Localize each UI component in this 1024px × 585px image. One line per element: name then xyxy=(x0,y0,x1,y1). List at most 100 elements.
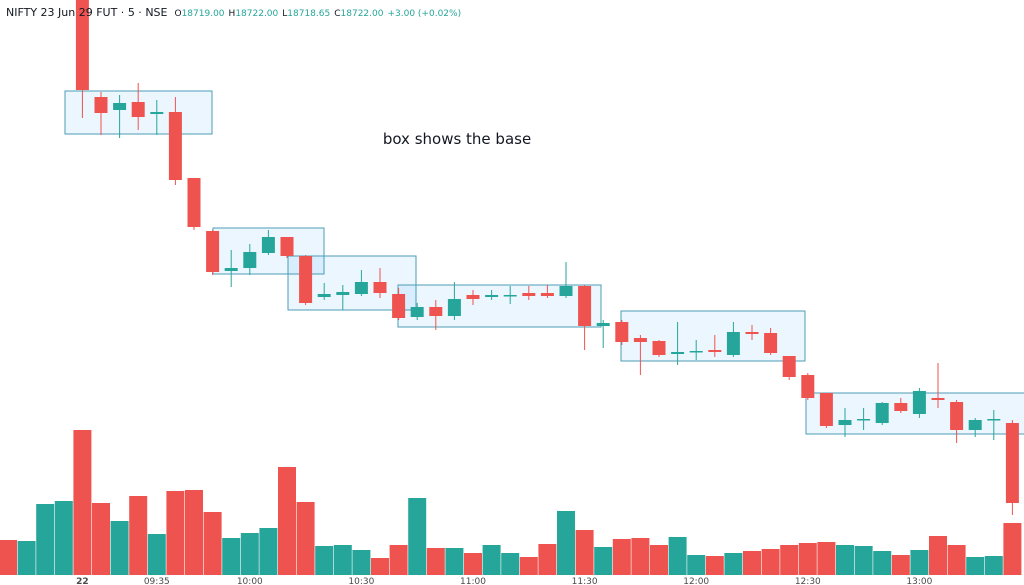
volume-bar xyxy=(73,430,92,575)
volume-bar xyxy=(129,496,148,575)
candle-body xyxy=(466,295,480,299)
exchange: NSE xyxy=(145,6,168,19)
ohlc-key: L xyxy=(282,9,288,19)
candle-body xyxy=(503,295,517,297)
volume-bar xyxy=(240,533,259,575)
candle-body xyxy=(243,252,257,268)
x-tick-label: 09:35 xyxy=(144,577,170,585)
x-tick-label: 22 xyxy=(76,577,89,585)
symbol-legend: NIFTY 23 Jun 29 FUT · 5 · NSE O18719.00 H… xyxy=(6,6,462,19)
candle-body xyxy=(875,403,889,423)
volume-bar xyxy=(389,545,408,575)
volume-bar xyxy=(166,491,185,575)
volume-bar xyxy=(668,537,687,575)
candle-body xyxy=(150,112,164,114)
volume-bar xyxy=(426,548,445,575)
volume-bar xyxy=(185,490,203,575)
ohlc-key: H xyxy=(228,9,236,19)
candle-body xyxy=(987,419,1001,421)
interval: 5 xyxy=(127,6,135,19)
candle-body xyxy=(652,341,666,355)
candle-body xyxy=(113,103,127,110)
candle-body xyxy=(764,333,778,353)
candle-body xyxy=(819,393,833,426)
candle-body xyxy=(94,97,108,113)
volume-bar xyxy=(17,541,36,575)
candle-body xyxy=(317,294,331,297)
candle-body xyxy=(429,307,443,316)
volume-bar xyxy=(761,549,780,575)
base-box xyxy=(620,310,806,362)
volume-bar xyxy=(612,539,631,575)
candle-body xyxy=(168,112,182,180)
candle-body xyxy=(187,178,201,227)
x-tick-label: 13:00 xyxy=(906,577,932,585)
candle-body xyxy=(485,295,499,297)
volume-bar xyxy=(110,521,129,575)
candle-body xyxy=(633,338,647,342)
candle-body xyxy=(354,282,368,294)
volume-bar xyxy=(798,543,817,575)
candle-body xyxy=(540,293,554,296)
volume-bar xyxy=(0,540,17,575)
candle-body xyxy=(336,292,350,295)
candle-body xyxy=(410,307,424,317)
volume-bar xyxy=(519,557,538,575)
candle-body xyxy=(559,286,573,296)
candle-body xyxy=(224,268,238,271)
volume-bar xyxy=(501,553,520,575)
candle-body xyxy=(708,350,722,352)
candle-body xyxy=(75,0,89,90)
candle-body xyxy=(801,375,815,398)
change: +3.00 (+0.02%) xyxy=(387,9,462,19)
volume-bar xyxy=(538,544,557,575)
volume-bar xyxy=(315,546,334,575)
volume-bar xyxy=(36,504,55,575)
ohlc-value: 18719.00 xyxy=(181,9,225,19)
candle-body xyxy=(615,322,629,342)
volume-bar xyxy=(817,542,836,575)
candle-body xyxy=(950,402,964,430)
volume-bar xyxy=(873,551,892,575)
volume-bar xyxy=(557,511,575,575)
candle-body xyxy=(857,419,871,421)
candle-body xyxy=(931,398,945,400)
candle-body xyxy=(392,294,406,318)
volume-bar xyxy=(333,545,352,575)
candle-body xyxy=(280,237,294,256)
volume-bar xyxy=(147,534,166,575)
candle-body xyxy=(671,352,685,354)
volume-bar xyxy=(594,547,613,575)
x-tick-label: 12:30 xyxy=(795,577,821,585)
candle-body xyxy=(838,420,852,425)
volume-bar xyxy=(54,501,73,575)
volume-bar xyxy=(92,503,110,575)
volume-bar xyxy=(854,546,873,575)
volume-bar xyxy=(352,550,371,575)
x-tick-label: 10:00 xyxy=(237,577,263,585)
x-tick-label: 11:00 xyxy=(460,577,486,585)
candle-body xyxy=(299,256,313,303)
ohlc-value: 18718.65 xyxy=(287,9,331,19)
candle-body xyxy=(261,237,275,253)
volume-bar xyxy=(650,545,668,575)
candle-body xyxy=(131,102,145,117)
volume-bar xyxy=(445,548,464,575)
ohlc-key: O xyxy=(174,9,182,19)
candle-body xyxy=(373,282,387,293)
x-tick-label: 11:30 xyxy=(572,577,598,585)
volume-bar xyxy=(724,553,743,575)
volume-bar xyxy=(371,558,389,575)
candle-body xyxy=(689,351,703,353)
ohlc-value: 18722.00 xyxy=(340,9,384,19)
volume-bar xyxy=(408,498,427,575)
volume-bar xyxy=(222,538,241,575)
candle-body xyxy=(782,356,796,377)
x-tick-label: 12:00 xyxy=(683,577,709,585)
candle-body xyxy=(1005,423,1019,503)
volume-bar xyxy=(631,538,650,575)
annotation: box shows the base xyxy=(383,130,531,148)
candle-body xyxy=(578,286,592,326)
